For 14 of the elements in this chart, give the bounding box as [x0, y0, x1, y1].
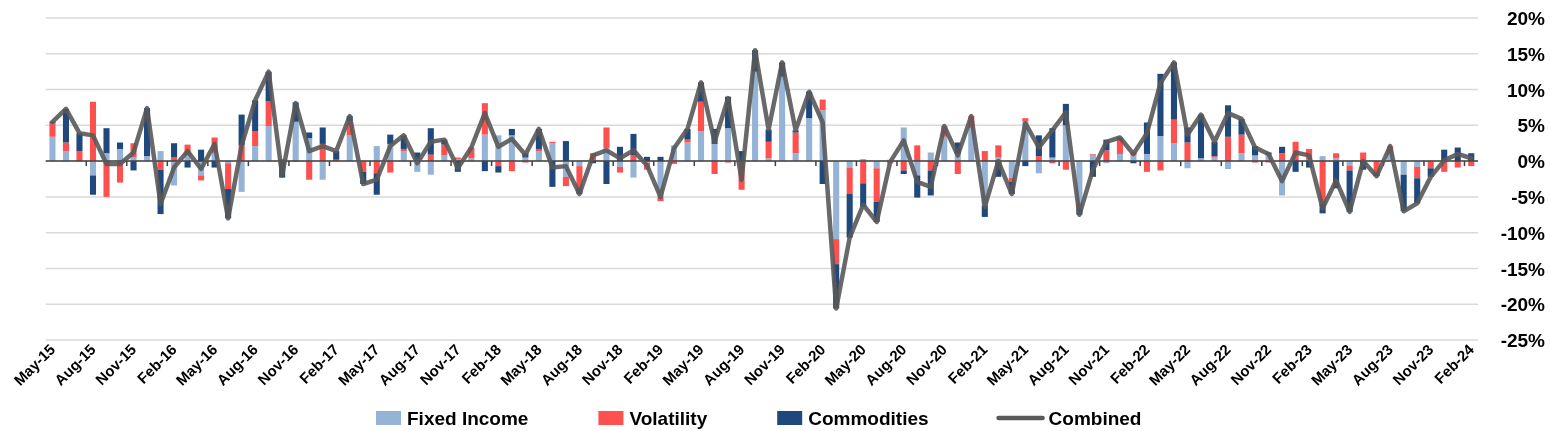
y-tick-label: 20% — [1506, 8, 1546, 30]
legend-label: Commodities — [808, 407, 929, 429]
y-tick-label: -5% — [1511, 187, 1546, 209]
y-tick-label: -15% — [1500, 258, 1546, 280]
y-tick-label: 5% — [1517, 115, 1546, 137]
y-tick-label: 15% — [1506, 43, 1546, 65]
y-tick-label: -10% — [1500, 222, 1546, 244]
y-tick-label: 10% — [1506, 79, 1546, 101]
y-tick-label: -25% — [1500, 330, 1546, 352]
legend-label: Fixed Income — [407, 407, 529, 429]
y-tick-label: 0% — [1517, 151, 1546, 173]
legend-label: Volatility — [629, 407, 708, 429]
y-tick-label: -20% — [1500, 294, 1546, 316]
legend-label: Combined — [1048, 407, 1142, 429]
